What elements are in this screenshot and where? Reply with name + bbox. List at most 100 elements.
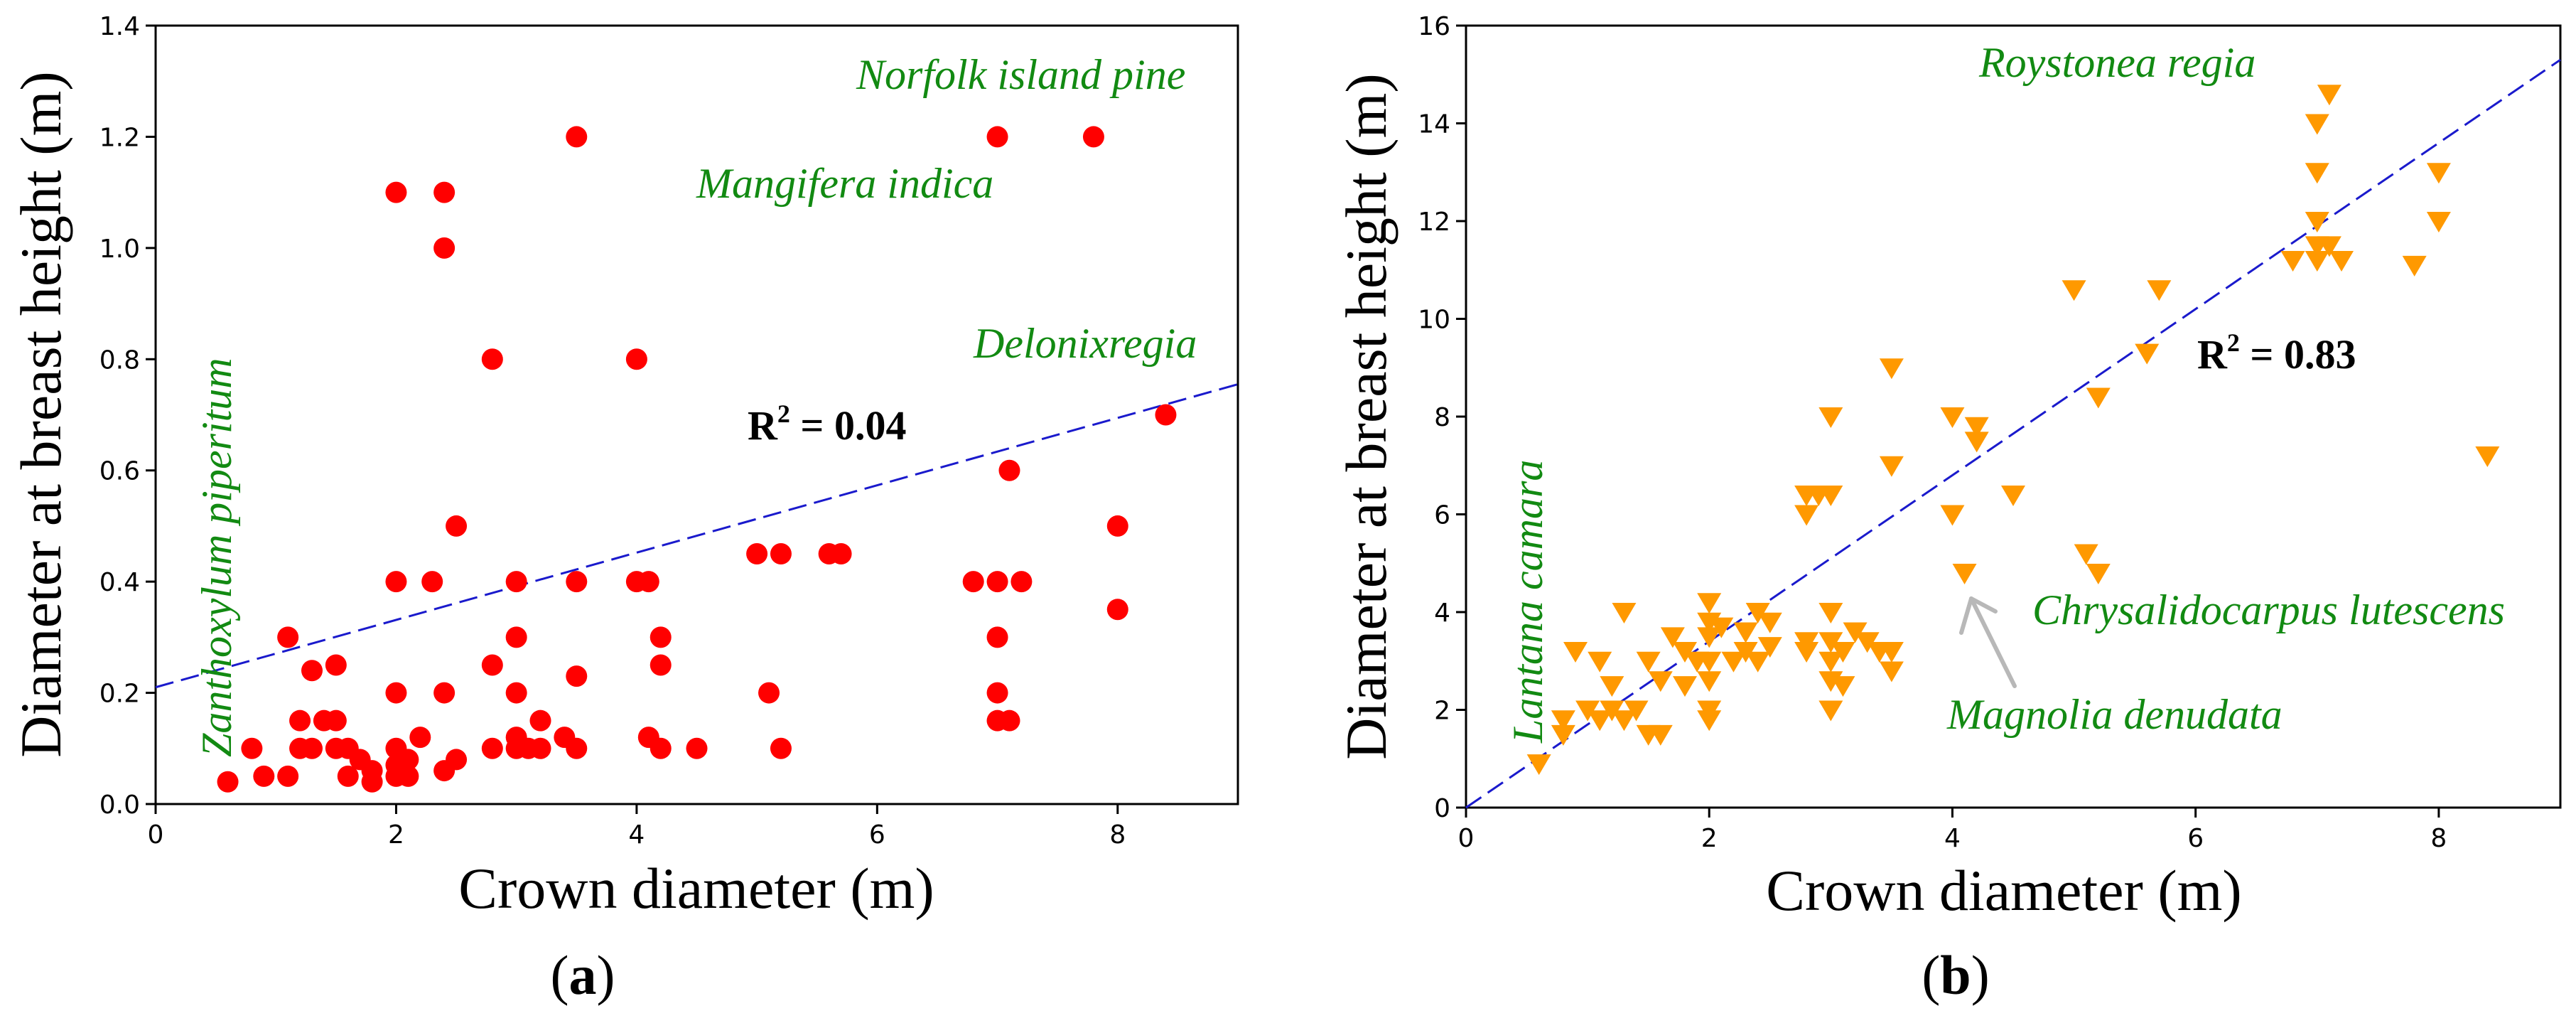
data-point-a [566, 737, 588, 759]
data-point-a [1106, 599, 1128, 621]
data-points-a [217, 126, 1177, 793]
data-point-a [337, 765, 359, 787]
data-point-b [2135, 343, 2160, 365]
data-point-a [529, 709, 551, 732]
fit-line-segment-b [1465, 58, 2561, 809]
data-point-b [1709, 617, 1734, 638]
data-point-a [446, 749, 468, 771]
data-point-b [1794, 632, 1819, 653]
data-point-b [1673, 676, 1697, 697]
data-point-b [1697, 593, 1722, 614]
y-tick-label-a: 0.8 [99, 346, 140, 375]
y-tick-label-a: 1.4 [99, 12, 140, 41]
data-point-a [433, 237, 456, 259]
data-point-a [301, 737, 323, 759]
data-point-b [1660, 627, 1685, 648]
data-point-b [2317, 85, 2341, 106]
data-point-b [1648, 724, 1673, 746]
y-tick-label-a: 0.6 [99, 457, 140, 486]
panel-b: 0 2 4 6 8 0 2 4 6 8 10 12 14 16 Diameter at breast he… [1334, 12, 2562, 1006]
data-point-b [1818, 603, 1843, 623]
data-point-a [481, 348, 503, 370]
data-point-b [1697, 651, 1722, 673]
data-point-a [217, 771, 239, 793]
data-point-b [2147, 280, 2172, 301]
data-point-a [770, 737, 792, 759]
data-point-b [1600, 676, 1624, 697]
fit-line-b [1465, 58, 2561, 809]
data-point-b [2305, 163, 2329, 184]
data-point-b [2305, 114, 2329, 135]
annotation-zanthoxylum-piperitum: Zanthoxylum piperitum [193, 358, 240, 757]
panel-label-a: (a) [551, 944, 615, 1006]
data-point-a [746, 543, 768, 565]
data-point-a [505, 571, 527, 593]
data-point-a [325, 709, 347, 732]
data-point-b [1721, 651, 1746, 673]
panel-label-b: (b) [1922, 944, 1989, 1006]
data-point-a [385, 571, 407, 593]
data-point-b [1575, 700, 1600, 722]
y-axis-title-a: Diameter at breast height (m) [9, 71, 73, 757]
data-point-b [1733, 622, 1758, 643]
data-point-b [1818, 700, 1843, 722]
x-tick-label-a: 0 [148, 820, 164, 850]
x-tick-label-a: 6 [869, 820, 885, 850]
data-point-a [505, 682, 527, 704]
data-point-b [2305, 212, 2329, 232]
data-point-a [566, 571, 588, 593]
data-point-b [1526, 754, 1551, 776]
data-point-a [1011, 571, 1033, 593]
y-tick-label-a: 0.2 [99, 680, 140, 709]
data-point-a [998, 709, 1020, 732]
data-point-a [830, 543, 852, 565]
x-axis-title-a: Crown diameter (m) [458, 856, 934, 921]
data-point-a [1106, 515, 1128, 537]
data-point-b [1697, 627, 1722, 648]
data-point-b [1697, 700, 1722, 722]
data-point-a [686, 737, 708, 759]
y-tick-label-b: 10 [1418, 306, 1450, 335]
annotation-mangifera-indica: Mangifera indica [696, 160, 993, 207]
data-points-b [1526, 85, 2500, 776]
data-point-b [2329, 251, 2354, 272]
data-point-a [277, 765, 299, 787]
data-point-b [1745, 603, 1770, 623]
data-point-b [2305, 251, 2329, 272]
data-point-b [1879, 358, 1904, 380]
data-point-a [758, 682, 780, 704]
data-point-b [1879, 456, 1904, 477]
data-point-a [529, 737, 551, 759]
data-point-a [625, 348, 647, 370]
data-point-b [2426, 163, 2451, 184]
data-point-b [1952, 564, 1977, 584]
data-point-b [1648, 671, 1673, 692]
y-tick-label-b: 0 [1434, 794, 1450, 823]
data-point-b [1940, 505, 1965, 526]
y-tick-label-b: 12 [1418, 208, 1450, 237]
data-point-b [1855, 632, 1880, 653]
r-squared-a: R2 = 0.04 [748, 400, 906, 449]
x-tick-label-a: 4 [628, 820, 645, 850]
y-axis-title-b: Diameter at breast height (m) [1334, 73, 1399, 759]
fit-line-segment-a [155, 383, 1239, 689]
y-tick-label-b: 2 [1434, 697, 1450, 726]
y-tick-label-a: 0.4 [99, 568, 140, 597]
data-point-a [650, 626, 672, 648]
data-point-b [1745, 651, 1770, 673]
data-point-b [1612, 603, 1637, 623]
annotation-chrysalidocarpus-lutescens: Chrysalidocarpus lutescens [2032, 587, 2505, 633]
fit-line-a [155, 383, 1239, 689]
data-point-a [421, 571, 443, 593]
data-point-b [2317, 236, 2341, 257]
annotation-norfolk-island-pine: Norfolk island pine [856, 51, 1185, 98]
data-point-b [2086, 564, 2111, 584]
data-point-a [650, 654, 672, 676]
x-tick-label-a: 8 [1109, 820, 1126, 850]
plot-frame-a [154, 24, 1239, 805]
y-tick-label-b: 4 [1434, 599, 1450, 628]
r-squared-a-label: R [748, 402, 778, 449]
annotation-magnolia-denudata: Magnolia denudata [1946, 691, 2283, 738]
x-tick-label-b: 0 [1458, 824, 1475, 853]
